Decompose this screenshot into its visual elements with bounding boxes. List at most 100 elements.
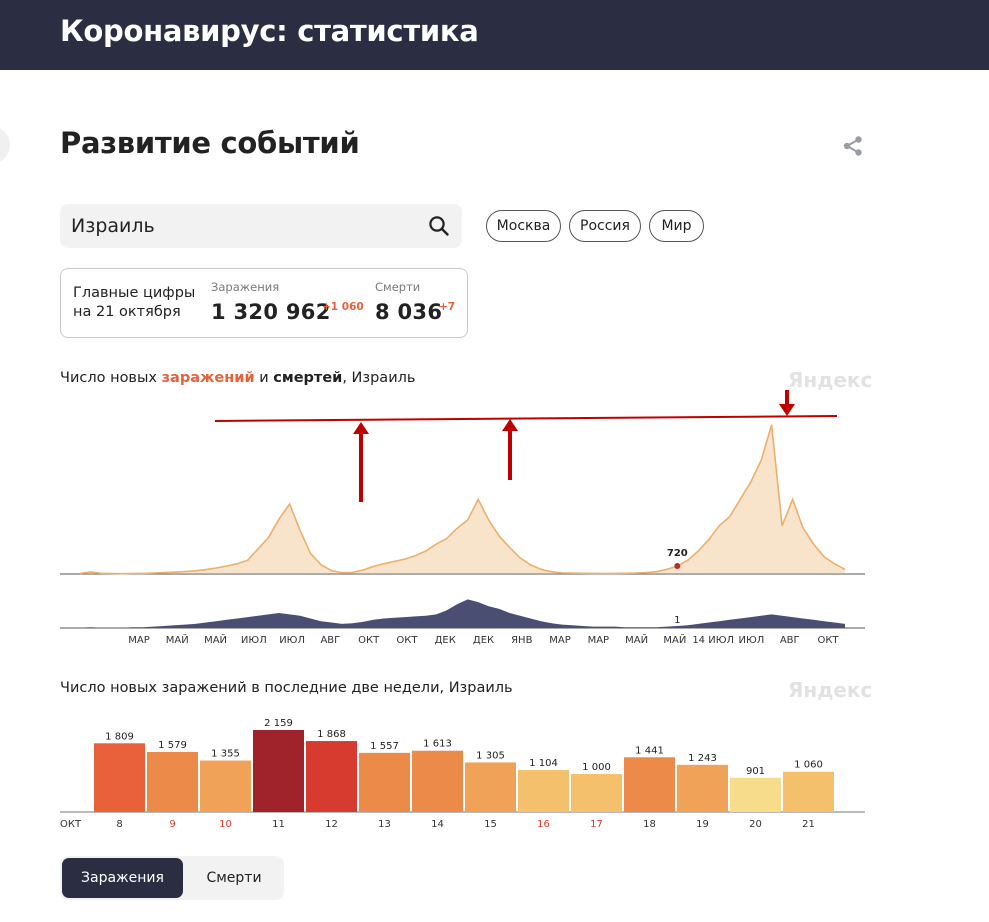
bar-category-label: 8 (116, 819, 122, 830)
bar-category-label: 17 (590, 819, 603, 830)
x-tick-label: МАР (128, 635, 150, 646)
annotation-arrow-head (779, 404, 795, 416)
main-figures-label: Главные цифры на 21 октября (73, 284, 213, 322)
bar (306, 741, 357, 812)
x-tick-label: ИЮЛ (279, 635, 305, 646)
bar-category-label: 21 (802, 819, 815, 830)
x-tick-label: МАР (549, 635, 571, 646)
bar-x-axis-label: ОКТ (60, 819, 82, 830)
x-tick-label: МАЙ (625, 633, 648, 646)
deaths-marker-label: 1 (674, 615, 680, 626)
bar-category-label: 12 (325, 819, 338, 830)
bar-value-label: 1 000 (582, 762, 611, 773)
x-tick-label: ОКТ (358, 635, 380, 646)
two-week-bar-chart[interactable]: ОКТ 1 809 8 1 579 9 1 355 10 2 159 11 1 868 12 1 55… (0, 700, 989, 840)
bar-category-label: 20 (749, 819, 762, 830)
x-tick-label: АВГ (320, 635, 340, 646)
bar (518, 770, 569, 812)
caption-prefix: Число новых (60, 370, 162, 386)
toggle-infections[interactable]: Заражения (62, 858, 183, 898)
bar (677, 764, 728, 812)
bar-category-label: 9 (169, 819, 175, 830)
bar (412, 750, 463, 812)
caption-suffix: , Израиль (342, 370, 416, 386)
yandex-watermark: Яндекс (788, 368, 873, 392)
bar (571, 774, 622, 812)
bar-category-label: 14 (431, 819, 444, 830)
x-tick-label: МАЙ (663, 633, 686, 646)
bar-value-label: 901 (746, 766, 765, 777)
bar-category-label: 11 (272, 819, 285, 830)
deaths-caption: Смерти (375, 280, 421, 294)
bar-value-label: 1 809 (105, 731, 134, 742)
country-search[interactable]: Израиль (60, 204, 462, 248)
bar-value-label: 1 579 (158, 740, 187, 751)
infections-marker (674, 562, 681, 569)
bar-value-label: 1 305 (476, 750, 505, 761)
bar-value-label: 1 441 (635, 745, 664, 756)
search-icon[interactable] (428, 215, 450, 237)
yandex-watermark-2: Яндекс (788, 678, 873, 702)
bar-category-label: 16 (537, 819, 550, 830)
bar (730, 777, 781, 812)
bar-category-label: 13 (378, 819, 391, 830)
bar-category-label: 10 (219, 819, 232, 830)
x-tick-label: 14 ИЮЛ (692, 635, 734, 646)
bar-value-label: 1 355 (211, 749, 240, 760)
deaths-total: 8 036 (375, 300, 443, 324)
region-chip-moscow[interactable]: Москва (486, 210, 561, 242)
infections-delta: +1 060 (322, 301, 364, 313)
timeline-chart[interactable]: МАР МАЙ МАЙ ИЮЛ ИЮЛ АВГ ОКТ ОКТ ДЕК ДЕК ЯНВ МАР МАР М… (0, 390, 989, 690)
bar-value-label: 1 243 (688, 753, 717, 764)
x-tick-label: ДЕК (473, 635, 494, 646)
bar (253, 730, 304, 812)
infections-total: 1 320 962 (211, 300, 331, 324)
search-input[interactable]: Израиль (71, 215, 155, 237)
main-figures-card: Главные цифры на 21 октября Заражения 1 … (60, 268, 468, 338)
metric-toggle[interactable]: Заражения Смерти (60, 856, 284, 900)
infections-line (79, 424, 846, 575)
x-tick-label: ЯНВ (511, 635, 532, 646)
app-title: Коронавирус: статистика (60, 14, 479, 48)
bar (624, 757, 675, 812)
bar-category-label: 15 (484, 819, 497, 830)
deaths-area (80, 599, 845, 628)
infections-marker-label: 720 (667, 548, 688, 559)
x-tick-label: ОКТ (396, 635, 418, 646)
share-icon[interactable] (842, 135, 864, 157)
bar-category-label: 19 (696, 819, 709, 830)
bar-value-label: 1 613 (423, 739, 452, 750)
bar (200, 760, 251, 812)
x-tick-label: МАЙ (166, 633, 189, 646)
x-tick-label: ИЮЛ (241, 635, 267, 646)
caption-infections: заражений (161, 370, 255, 386)
bar-value-label: 1 868 (317, 729, 346, 740)
bar (147, 752, 198, 812)
bar (465, 762, 516, 812)
side-nav-tab[interactable] (0, 126, 10, 164)
deaths-delta: +7 (439, 301, 456, 313)
timeline-chart-caption: Число новых заражений и смертей, Израиль (60, 370, 415, 386)
bar-value-label: 1 060 (794, 760, 823, 771)
bar (783, 771, 834, 812)
x-tick-label: ИЮЛ (739, 635, 765, 646)
region-chip-world[interactable]: Мир (649, 210, 704, 242)
bar-value-label: 1 104 (529, 758, 558, 769)
bar (94, 743, 145, 812)
caption-deaths: смертей (273, 370, 343, 386)
x-tick-label: ДЕК (435, 635, 456, 646)
bar-category-label: 18 (643, 819, 656, 830)
region-chip-russia[interactable]: Россия (569, 210, 641, 242)
x-tick-label: АВГ (780, 635, 800, 646)
annotation-arrow-head (353, 422, 369, 434)
bar-value-label: 2 159 (264, 718, 293, 729)
top-bar: Коронавирус: статистика (0, 0, 989, 70)
infections-area (80, 424, 845, 574)
x-tick-label: МАР (588, 635, 610, 646)
bar (359, 752, 410, 812)
main-figures-title: Главные цифры (73, 285, 196, 301)
peak-level-line (214, 415, 838, 422)
toggle-deaths[interactable]: Смерти (206, 870, 262, 886)
x-tick-label: МАЙ (204, 633, 227, 646)
caption-middle: и (254, 370, 274, 386)
